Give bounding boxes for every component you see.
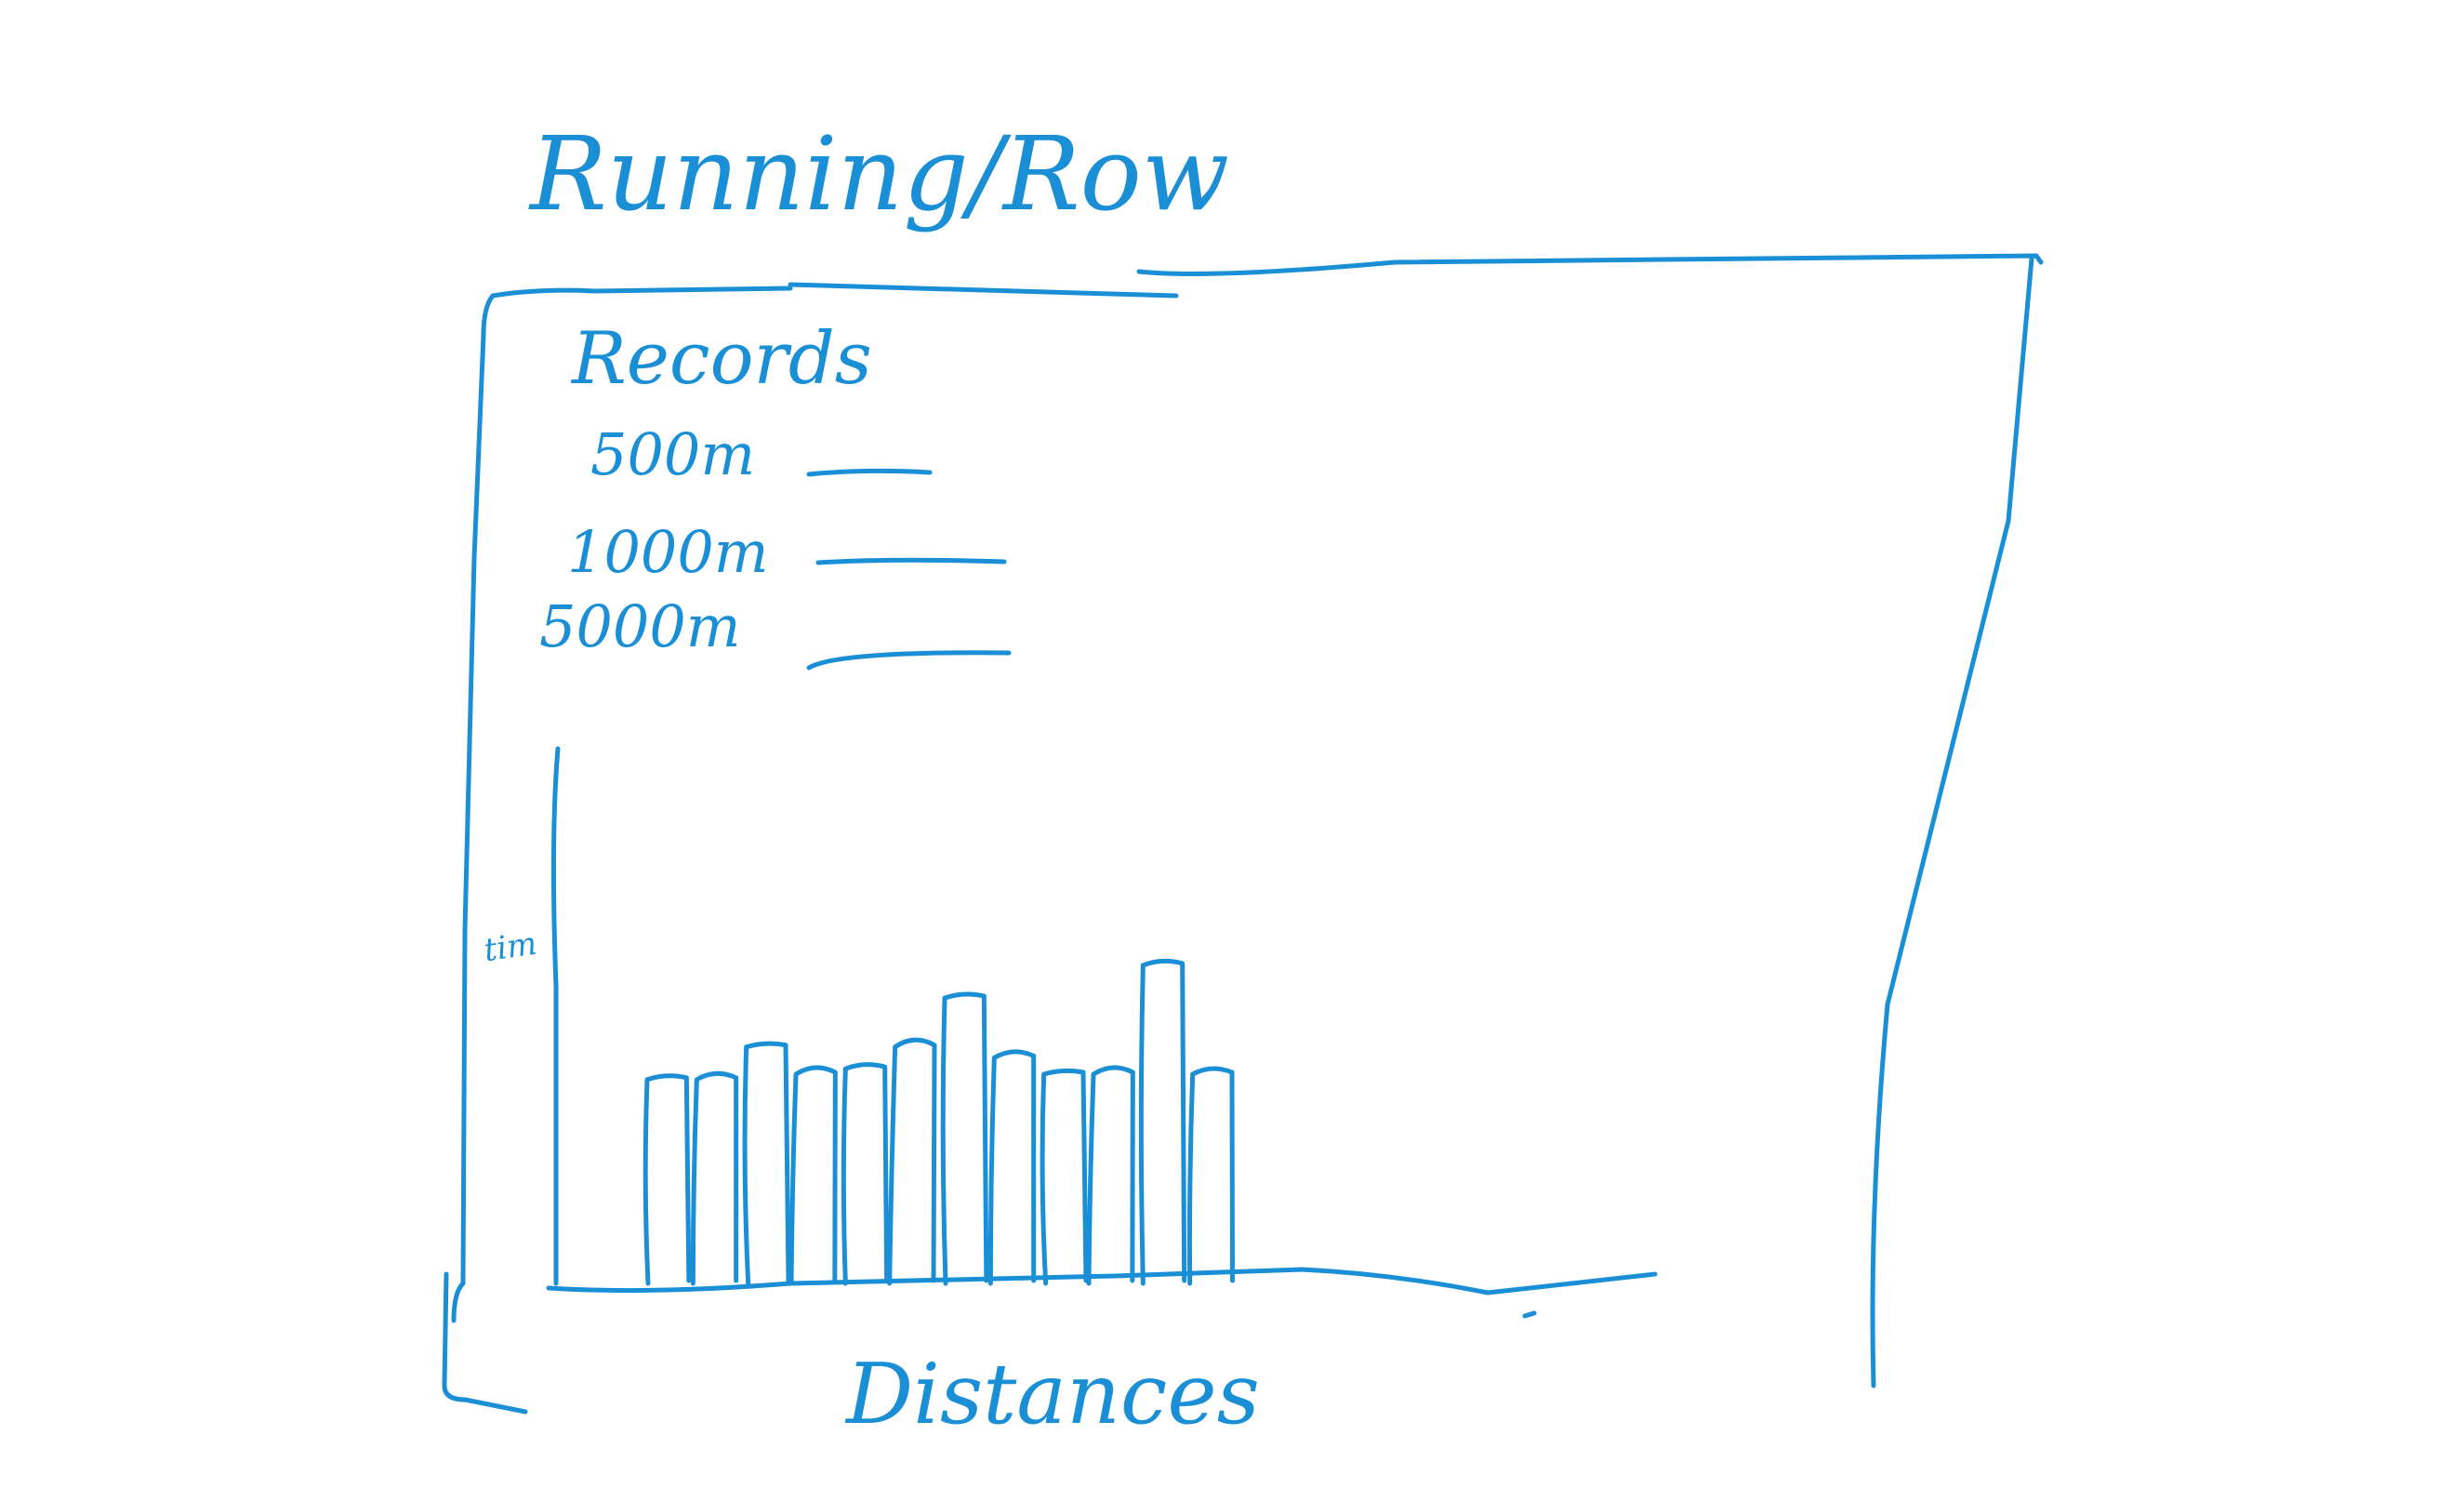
bar: [788, 1065, 838, 1286]
bar: [887, 1037, 937, 1286]
bars-group: [642, 958, 1235, 1286]
bar: [1040, 1068, 1089, 1286]
record-label-500m: 500m: [590, 420, 755, 488]
x-axis-label: Distances: [844, 1346, 1260, 1443]
record-label-5000m: 5000m: [539, 592, 741, 660]
record-value-line-1000m: [815, 557, 1007, 565]
page-title: Running/Row: [528, 114, 1229, 233]
x-axis: [546, 1267, 1658, 1295]
panel-frame: [442, 253, 2044, 1415]
y-axis-label: tim: [482, 925, 539, 970]
record-label-1000m: 1000m: [567, 518, 769, 586]
bar: [1086, 1065, 1135, 1286]
record-value-line-500m: [806, 468, 933, 477]
bar-chart: tim Distances: [482, 746, 1658, 1443]
bar: [1138, 958, 1187, 1286]
records-heading: Records: [570, 317, 872, 401]
bar: [690, 1070, 739, 1286]
bar: [1186, 1066, 1235, 1286]
x-axis-stray-mark: [1522, 1310, 1537, 1319]
bar: [841, 1062, 890, 1286]
record-value-line-5000m: [806, 650, 1012, 671]
bar: [940, 991, 989, 1286]
bar: [642, 1073, 692, 1286]
bar: [742, 1041, 791, 1286]
bar: [987, 1049, 1037, 1286]
records-section: Records 500m 1000m 5000m: [539, 317, 1012, 671]
y-axis: [550, 746, 561, 1286]
